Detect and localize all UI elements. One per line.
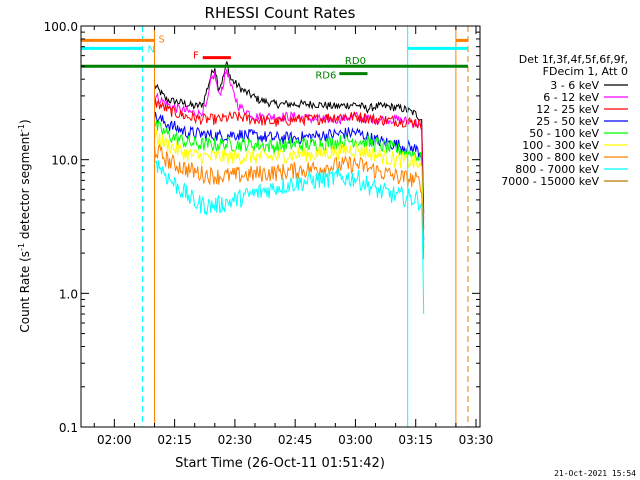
x-tick-label: 03:30 bbox=[459, 433, 494, 447]
legend-entry-label: 50 - 100 keV bbox=[529, 127, 599, 140]
series-line-6-12-kev bbox=[154, 68, 425, 221]
x-tick-label: 02:30 bbox=[218, 433, 253, 447]
chart-title: RHESSI Count Rates bbox=[205, 4, 356, 22]
y-tick-label: 10.0 bbox=[51, 154, 78, 168]
x-tick-label: 02:15 bbox=[157, 433, 192, 447]
legend-entry-label: 12 - 25 keV bbox=[536, 103, 599, 116]
legend-entry-label: 25 - 50 keV bbox=[536, 115, 599, 128]
x-tick-label: 03:15 bbox=[398, 433, 433, 447]
flag-label-rd6: RD6 bbox=[315, 71, 336, 82]
series-layer bbox=[154, 60, 425, 315]
axis-ticks: 02:00 02:15 02:30 02:45 03:00 03:15 03:30 0.1 1.… bbox=[44, 20, 494, 447]
flag-label-rd0: RD0 bbox=[345, 56, 366, 67]
flag-label-f: F bbox=[193, 51, 199, 62]
y-tick-label: 1.0 bbox=[59, 287, 78, 301]
legend-entry-label: 3 - 6 keV bbox=[550, 79, 599, 92]
series-line-800-7000-kev bbox=[154, 160, 425, 315]
x-axis-label: Start Time (26-Oct-11 01:51:42) bbox=[175, 456, 385, 471]
legend-entry-label: 7000 - 15000 keV bbox=[501, 175, 599, 188]
x-tick-label: 02:00 bbox=[97, 433, 132, 447]
flag-label-n: N bbox=[147, 44, 154, 55]
legend-entry-label: 800 - 7000 keV bbox=[515, 163, 599, 176]
legend-entry-label: 100 - 300 keV bbox=[522, 139, 599, 152]
series-line-300-800-kev bbox=[154, 143, 425, 260]
legend-entry-label: 6 - 12 keV bbox=[543, 91, 599, 104]
legend-header-line: Det 1f,3f,4f,5f,6f,9f, bbox=[519, 53, 628, 66]
series-line-25-50-kev bbox=[154, 112, 425, 241]
series-line-3-6-kev bbox=[154, 60, 425, 213]
legend: Det 1f,3f,4f,5f,6f,9f,FDecim 1, Att 03 -… bbox=[501, 53, 628, 188]
generation-timestamp: 21-Oct-2021 15:54 bbox=[554, 469, 636, 478]
series-line-100-300-kev bbox=[154, 129, 425, 254]
annotation-layer: SN F RD0 RD6 bbox=[80, 26, 469, 427]
x-tick-label: 03:00 bbox=[338, 433, 373, 447]
series-line-50-100-kev bbox=[154, 120, 425, 248]
y-axis-label: Count Rate (s-1 detector segment-1) bbox=[17, 119, 32, 332]
plot-frame bbox=[80, 25, 481, 428]
legend-entry-label: 300 - 800 keV bbox=[522, 151, 599, 164]
flag-label-s: S bbox=[159, 34, 165, 45]
series-line-12-25-kev bbox=[154, 99, 425, 230]
y-tick-label: 100.0 bbox=[44, 20, 78, 34]
legend-header-line: FDecim 1, Att 0 bbox=[543, 65, 628, 78]
x-tick-label: 02:45 bbox=[278, 433, 313, 447]
y-tick-label: 0.1 bbox=[59, 421, 78, 435]
